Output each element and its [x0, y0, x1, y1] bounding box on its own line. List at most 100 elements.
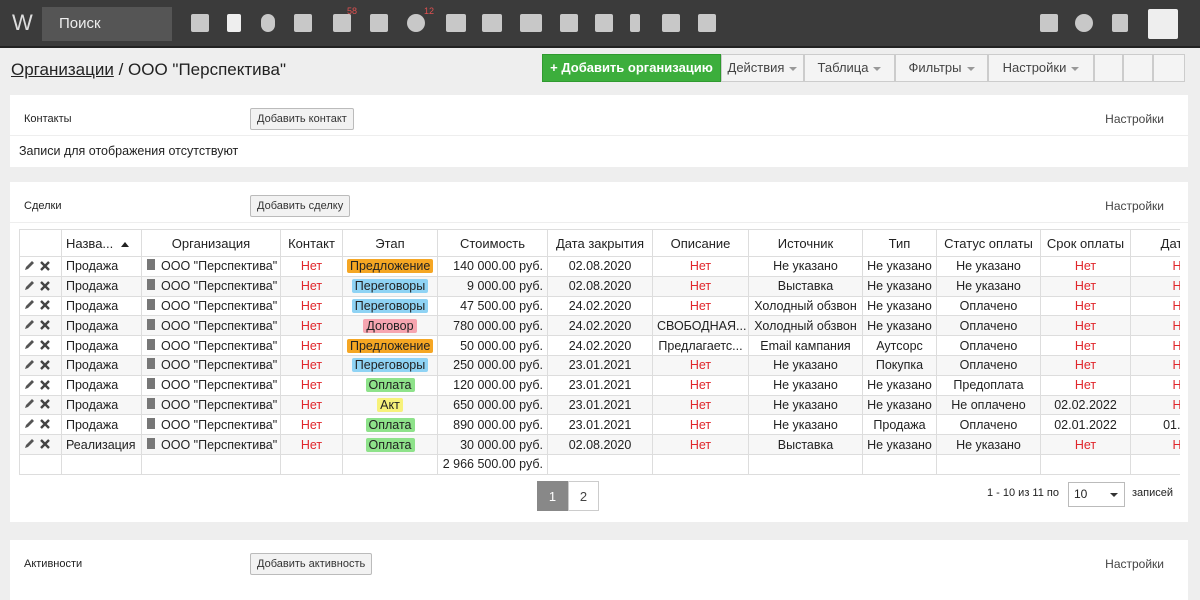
download-button[interactable]: [1123, 54, 1153, 82]
table-cell: 650 000.00 руб.: [437, 394, 548, 416]
table-cell: Не оплачено: [936, 394, 1041, 416]
print-button[interactable]: [1153, 54, 1185, 82]
row-icons[interactable]: [24, 259, 54, 271]
cell-text: Оплачено: [959, 417, 1018, 432]
page-size-select[interactable]: 10: [1068, 482, 1125, 507]
icon[interactable]: [662, 14, 680, 32]
cell-text: Оплачено: [959, 298, 1018, 313]
breadcrumb-link[interactable]: Организации: [11, 60, 114, 79]
add-button[interactable]: + Добавить организацию: [542, 54, 721, 82]
icon[interactable]: [370, 14, 388, 32]
table-cell: Продажа: [61, 354, 142, 376]
header-cell[interactable]: Назва...: [61, 229, 142, 257]
table-cell: Не: [1130, 275, 1180, 297]
add-deal[interactable]: Добавить сделку: [250, 195, 351, 217]
cell-text: Нет: [689, 298, 712, 313]
org-icon: [147, 437, 155, 449]
table-cell: 250 000.00 руб.: [437, 354, 548, 376]
row-icons[interactable]: [24, 397, 54, 410]
icon[interactable]: [294, 14, 312, 32]
header-cell[interactable]: Дата закрытия: [547, 229, 653, 257]
icon[interactable]: [227, 14, 241, 32]
row-icons[interactable]: [24, 417, 54, 430]
icon[interactable]: [1075, 14, 1093, 32]
table-button[interactable]: Таблица: [804, 54, 895, 82]
table-cell: Нет: [1040, 354, 1131, 376]
page-button[interactable]: 1: [537, 481, 568, 511]
panel-settings[interactable]: Настройки: [1105, 557, 1164, 571]
icon[interactable]: [482, 14, 502, 32]
logo[interactable]: W: [12, 10, 33, 35]
table-cell: Переговоры: [342, 275, 438, 297]
header-cell[interactable]: Контакт: [280, 229, 343, 257]
breadcrumb-current: ООО "Перспектива": [128, 60, 286, 79]
row-icons[interactable]: [24, 437, 54, 449]
row-icons[interactable]: [24, 358, 54, 370]
icon[interactable]: [1040, 14, 1058, 32]
cell-text: Оплачено: [959, 338, 1018, 353]
cell-text: ООО "Перспектива": [161, 437, 278, 452]
filters-button[interactable]: Фильтры: [895, 54, 988, 82]
header-cell[interactable]: Дата о: [1130, 229, 1180, 257]
icon[interactable]: [560, 14, 578, 32]
deals-table-wrap: Назва... Организация Контакт Этап Стоимость Д…: [19, 229, 1180, 475]
cell-text: Нет: [1074, 298, 1097, 313]
add-contact[interactable]: Добавить контакт: [250, 108, 354, 130]
row-icons[interactable]: [24, 298, 54, 311]
icon[interactable]: [261, 14, 275, 32]
icon[interactable]: [630, 14, 640, 32]
page-button[interactable]: 2: [568, 481, 599, 511]
header-cell[interactable]: Срок оплаты: [1040, 229, 1131, 257]
cell-text: Продажа: [66, 378, 119, 393]
header-cell[interactable]: Этап: [342, 229, 438, 257]
cell-text: ООО "Перспектива": [161, 397, 278, 412]
table-cell: Не указано: [862, 434, 937, 455]
table-cell: Не: [1130, 394, 1181, 416]
upload-button[interactable]: [1094, 54, 1123, 82]
header-cell[interactable]: Описание: [652, 229, 749, 257]
cell-text: Не: [1173, 398, 1181, 412]
row-icons[interactable]: [24, 338, 54, 350]
row-actions: [19, 275, 62, 297]
panel-settings[interactable]: Настройки: [1105, 199, 1164, 213]
cell-text: Реализация: [66, 437, 136, 452]
table-row: Продажа ООО "Перспектива" Нет Оплата 890 000…: [19, 414, 1180, 436]
panel-settings[interactable]: Настройки: [1105, 112, 1164, 126]
cell-text: Не: [1173, 358, 1181, 372]
cell-text: Нет: [1074, 279, 1097, 294]
table-cell: Нет: [1040, 335, 1131, 356]
add-activity[interactable]: Добавить активность: [250, 553, 373, 575]
icon[interactable]: [595, 14, 613, 32]
table-cell: Не указано: [936, 434, 1041, 455]
row-icons[interactable]: [24, 318, 54, 331]
header-cell[interactable]: Статус оплаты: [936, 229, 1041, 257]
org-icon: [147, 397, 155, 409]
row-icons[interactable]: [24, 279, 54, 291]
breadcrumb-separator: /: [118, 60, 124, 79]
icon[interactable]: [446, 14, 466, 32]
icon[interactable]: [698, 14, 716, 32]
table-cell: Не указано: [862, 275, 937, 297]
header-cell[interactable]: Стоимость: [437, 229, 548, 257]
org-icon: [147, 358, 155, 370]
header-cell[interactable]: Тип: [862, 229, 937, 257]
avatar[interactable]: [1148, 9, 1178, 39]
row-icons[interactable]: [24, 378, 54, 390]
table-cell: Нет: [652, 434, 749, 455]
label: Действия: [727, 60, 785, 75]
icon[interactable]: [520, 14, 542, 32]
table-cell: Не: [1130, 335, 1180, 356]
actions-button[interactable]: Действия: [721, 54, 804, 82]
icon[interactable]: [191, 14, 209, 32]
header-cell[interactable]: Организация: [141, 229, 281, 257]
icon[interactable]: [1112, 14, 1128, 32]
icon[interactable]: [333, 14, 351, 32]
cell-text: Выставка: [777, 279, 834, 294]
cell-text: Продажа: [66, 259, 119, 274]
settings-button[interactable]: Настройки: [988, 54, 1094, 82]
icon[interactable]: [407, 14, 425, 32]
search[interactable]: Поиск: [42, 7, 172, 41]
header-cell[interactable]: Источник: [748, 229, 863, 257]
cell-text: Продажа: [66, 338, 119, 353]
row-actions: [19, 295, 62, 317]
